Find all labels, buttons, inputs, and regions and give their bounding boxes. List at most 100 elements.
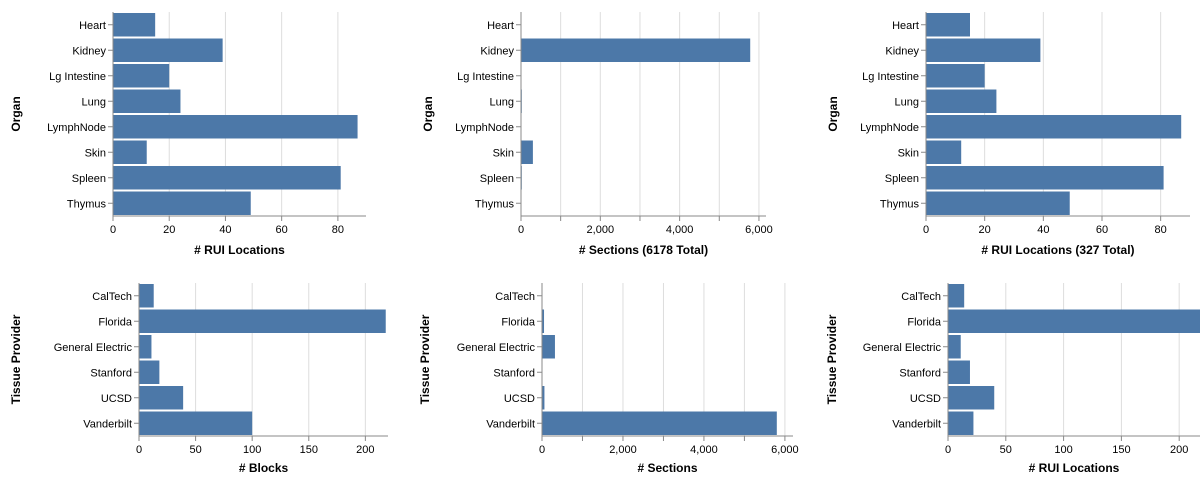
- c1-category-label: Skin: [493, 147, 514, 159]
- c0-y-axis-title: Organ: [9, 96, 23, 131]
- c0-bar-skin: [113, 140, 147, 164]
- c3-bar-florida: [139, 309, 386, 333]
- c1-x-tick-label: 4,000: [666, 224, 694, 236]
- c3-category-label: CalTech: [92, 291, 132, 303]
- c5-category-label: Florida: [907, 316, 942, 328]
- c2-category-label: Kidney: [885, 45, 919, 57]
- c1-x-axis-title: # Sections (6178 Total): [579, 243, 708, 257]
- c5-bar-vanderbilt: [948, 411, 974, 435]
- c1-y-axis-title: Organ: [421, 96, 435, 131]
- c5-bar-stanford: [948, 360, 970, 384]
- c5-category-label: Vanderbilt: [892, 418, 941, 430]
- c1-category-label: Lg Intestine: [457, 71, 514, 83]
- c3-x-tick-label: 50: [189, 444, 201, 456]
- organ-rui-locations-total-chart: 0 20 40 60 80 Heart Kidney Lg Intestine Lung Lymp…: [826, 12, 1190, 257]
- c3-x-tick-label: 0: [136, 444, 142, 456]
- c1-category-label: Heart: [487, 20, 514, 32]
- c0-x-axis-title: # RUI Locations: [194, 243, 285, 257]
- provider-rui-locations-chart: 0 50 100 150 200 CalTech Florida General Electr…: [825, 283, 1200, 475]
- c3-category-label: Vanderbilt: [83, 418, 132, 430]
- c1-x-tick-label: 6,000: [745, 224, 773, 236]
- c2-bar-thymus: [926, 191, 1070, 215]
- c2-category-label: Heart: [892, 20, 919, 32]
- c3-category-label: General Electric: [54, 342, 133, 354]
- c2-x-axis-title: # RUI Locations (327 Total): [981, 243, 1134, 257]
- organ-rui-locations-chart: 0 20 40 60 80 Heart Kidney Lg Intestine Lung Lymp…: [9, 12, 366, 257]
- c2-bar-lung: [926, 89, 997, 113]
- c2-bar-lg-intestine: [926, 64, 985, 88]
- c3-x-tick-label: 200: [356, 444, 374, 456]
- c3-category-label: Stanford: [90, 367, 132, 379]
- c1-x-tick-label: 0: [518, 224, 524, 236]
- c2-category-label: Spleen: [885, 173, 919, 185]
- c5-bar-caltech: [948, 284, 965, 308]
- c3-x-tick-label: 150: [300, 444, 318, 456]
- c2-bar-skin: [926, 140, 962, 164]
- c0-x-tick-label: 0: [110, 224, 116, 236]
- c2-x-tick-label: 0: [923, 224, 929, 236]
- c2-bar-kidney: [926, 38, 1041, 62]
- c5-x-axis-title: # RUI Locations: [1029, 461, 1120, 475]
- c1-bar-kidney: [521, 38, 751, 62]
- c1-x-tick-label: 2,000: [587, 224, 615, 236]
- c0-category-label: Skin: [85, 147, 106, 159]
- c4-category-label: Florida: [501, 316, 536, 328]
- c0-category-label: Spleen: [72, 173, 106, 185]
- c0-category-label: LymphNode: [47, 122, 106, 134]
- c0-bar-spleen: [113, 166, 341, 190]
- c0-bar-kidney: [113, 38, 223, 62]
- provider-sections-chart: 0 2,000 4,000 6,000 CalTech Florida General El…: [418, 283, 799, 475]
- c0-bar-lung: [113, 89, 181, 113]
- c0-category-label: Heart: [79, 20, 106, 32]
- c3-x-axis-title: # Blocks: [239, 461, 289, 475]
- c4-category-label: General Electric: [457, 342, 536, 354]
- c5-bar-ucsd: [948, 386, 995, 410]
- c4-bar-vanderbilt: [542, 411, 777, 435]
- c5-category-label: General Electric: [863, 342, 942, 354]
- c5-category-label: CalTech: [901, 291, 941, 303]
- c3-x-tick-label: 100: [243, 444, 261, 456]
- c0-category-label: Thymus: [67, 198, 107, 210]
- organ-sections-chart: 0 2,000 4,000 6,000 Heart Kidney Lg Intestine L…: [421, 12, 773, 257]
- c0-x-tick-label: 60: [276, 224, 288, 236]
- c2-x-tick-label: 60: [1096, 224, 1108, 236]
- c3-bar-caltech: [139, 284, 154, 308]
- c3-y-axis-title: Tissue Provider: [9, 314, 23, 404]
- c2-category-label: Lung: [895, 96, 919, 108]
- c4-category-label: Stanford: [493, 367, 535, 379]
- provider-blocks-chart: 0 50 100 150 200 CalTech Florida General Electr…: [9, 283, 388, 475]
- c4-category-label: UCSD: [504, 393, 535, 405]
- c4-category-label: CalTech: [495, 291, 535, 303]
- c2-bar-heart: [926, 13, 970, 37]
- c4-x-tick-label: 6,000: [771, 444, 799, 456]
- c0-bar-thymus: [113, 191, 251, 215]
- c2-x-tick-label: 80: [1155, 224, 1167, 236]
- c4-category-label: Vanderbilt: [486, 418, 535, 430]
- c1-bar-skin: [521, 140, 533, 164]
- c0-x-tick-label: 40: [219, 224, 231, 236]
- c2-bar-lymphnode: [926, 115, 1182, 139]
- c0-category-label: Lung: [82, 96, 106, 108]
- c3-bar-vanderbilt: [139, 411, 253, 435]
- c2-y-axis-title: Organ: [826, 96, 840, 131]
- c4-y-axis-title: Tissue Provider: [418, 314, 432, 404]
- c5-x-tick-label: 100: [1054, 444, 1072, 456]
- c2-category-label: Thymus: [880, 198, 920, 210]
- c1-category-label: Kidney: [480, 45, 514, 57]
- c3-category-label: Florida: [98, 316, 133, 328]
- c2-category-label: Lg Intestine: [862, 71, 919, 83]
- c0-category-label: Lg Intestine: [49, 71, 106, 83]
- c0-bar-lg-intestine: [113, 64, 170, 88]
- c3-bar-stanford: [139, 360, 160, 384]
- c0-x-tick-label: 20: [163, 224, 175, 236]
- c3-bar-general-electric: [139, 335, 152, 359]
- c4-x-tick-label: 4,000: [690, 444, 718, 456]
- c2-x-tick-label: 20: [979, 224, 991, 236]
- c0-category-label: Kidney: [72, 45, 106, 57]
- c5-x-tick-label: 200: [1170, 444, 1188, 456]
- c1-category-label: LymphNode: [455, 122, 514, 134]
- c1-category-label: Spleen: [480, 173, 514, 185]
- c5-y-axis-title: Tissue Provider: [825, 314, 839, 404]
- c3-category-label: UCSD: [101, 393, 132, 405]
- c2-bar-spleen: [926, 166, 1164, 190]
